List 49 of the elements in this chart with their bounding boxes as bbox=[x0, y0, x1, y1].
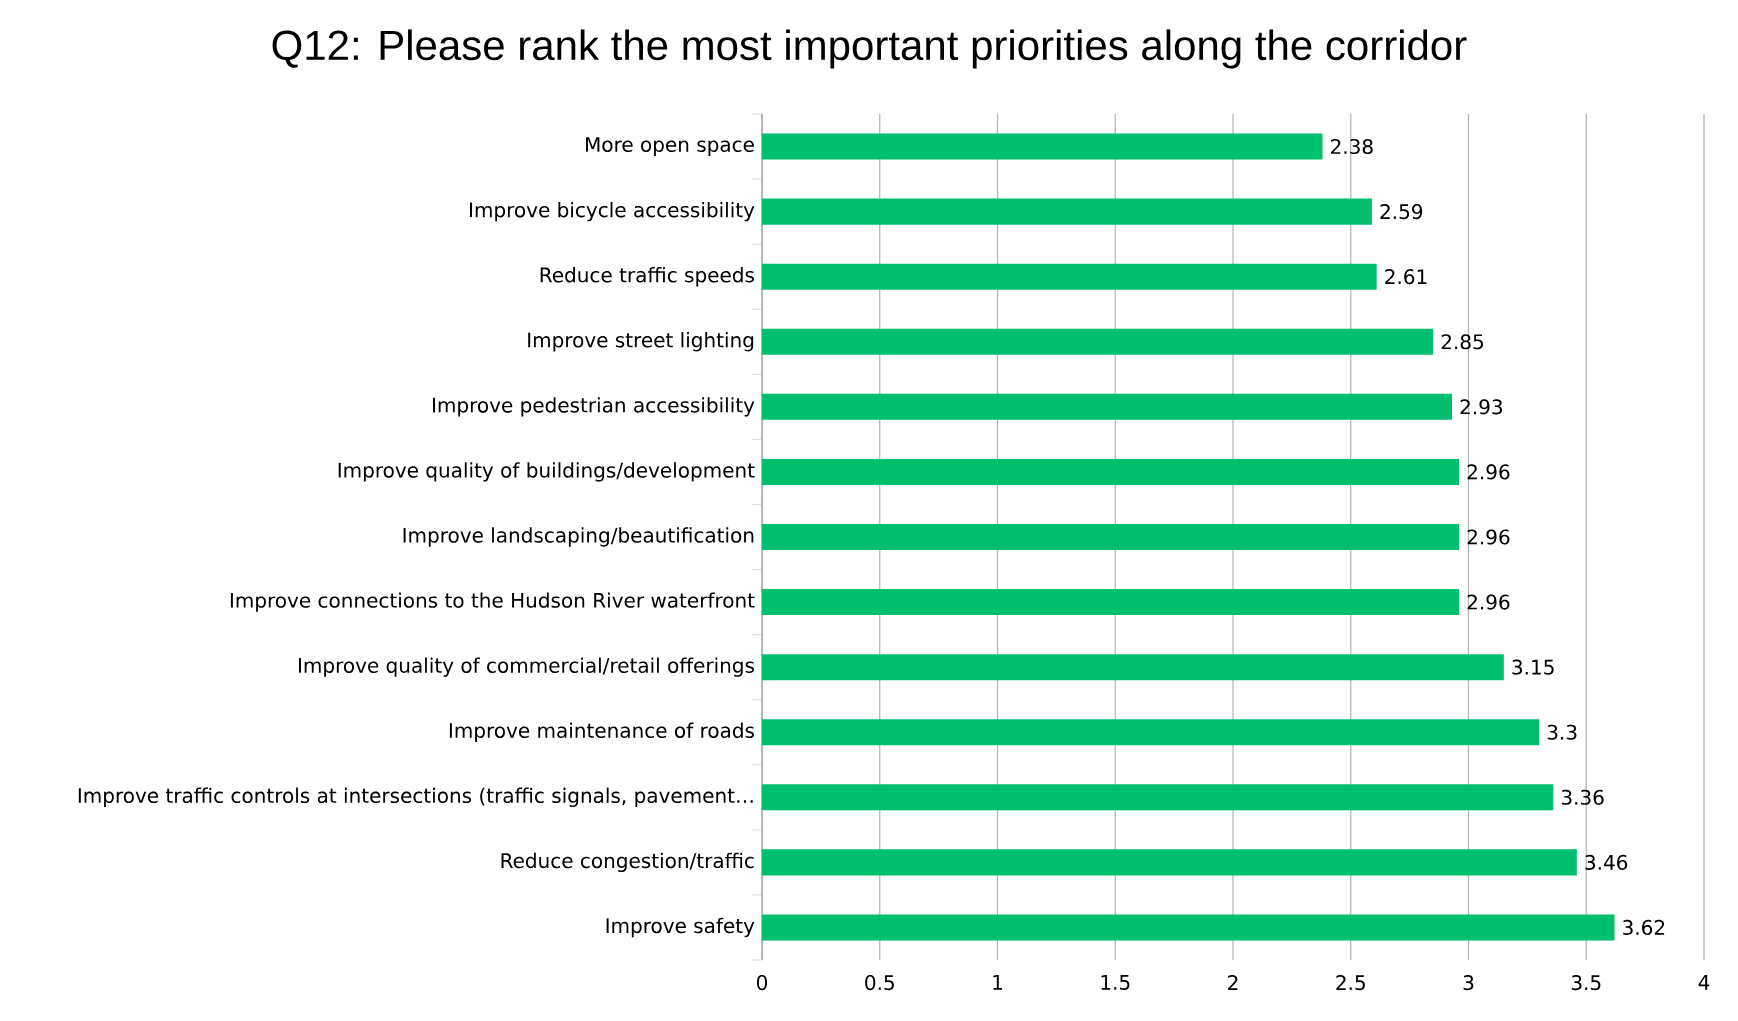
x-tick-label: 2.5 bbox=[1336, 975, 1365, 991]
data-label: 3.36 bbox=[1561, 789, 1604, 805]
bar bbox=[762, 133, 1323, 160]
y-tick-label: Improve street lighting bbox=[528, 332, 754, 352]
x-tick-label: 3 bbox=[1463, 975, 1474, 991]
data-label: 3.15 bbox=[1512, 659, 1554, 675]
bar bbox=[762, 263, 1377, 290]
bar bbox=[762, 914, 1615, 941]
bar bbox=[762, 328, 1434, 355]
bar bbox=[762, 589, 1460, 616]
y-tick-label: Improve quality of commercial/retail offerings bbox=[298, 657, 754, 677]
data-label: 2.96 bbox=[1467, 594, 1510, 610]
y-tick-label: Reduce congestion/traffic bbox=[501, 852, 754, 873]
x-tick-label: 0.5 bbox=[865, 975, 894, 991]
y-tick-label: Improve quality of buildings/development bbox=[338, 462, 755, 482]
x-tick-label: 1.5 bbox=[1101, 975, 1130, 990]
data-label: 2.38 bbox=[1331, 138, 1373, 155]
bar bbox=[762, 458, 1460, 485]
y-tick-label: Improve connections to the Hudson River waterfront bbox=[230, 592, 755, 612]
x-tick-label: 0 bbox=[756, 975, 768, 991]
bar bbox=[762, 784, 1554, 811]
y-tick-label: Improve traffic controls at intersections (traffic signals, pavement… bbox=[78, 787, 753, 807]
data-label: 2.96 bbox=[1467, 529, 1510, 545]
y-tick-label: More open space bbox=[586, 137, 754, 156]
y-tick-label: Improve pedestrian accessibility bbox=[433, 397, 755, 417]
data-label: 2.93 bbox=[1460, 399, 1503, 415]
data-label: 2.59 bbox=[1380, 204, 1423, 220]
bar bbox=[762, 198, 1372, 225]
x-tick-label: 2 bbox=[1228, 975, 1238, 990]
y-tick-label: Reduce traffic speeds bbox=[540, 266, 754, 287]
data-label: 3.3 bbox=[1547, 724, 1577, 740]
y-tick-label: Improve landscaping/beautification bbox=[403, 527, 754, 547]
bar bbox=[762, 523, 1460, 551]
data-label: 2.96 bbox=[1467, 464, 1510, 480]
x-tick-label: 1 bbox=[993, 975, 1003, 990]
bar bbox=[762, 719, 1540, 746]
data-label: 3.46 bbox=[1585, 854, 1628, 870]
chart-title: Q12: Please rank the most important priorities along the corridor bbox=[272, 29, 1467, 69]
y-tick-label: Improve bicycle accessibility bbox=[470, 201, 755, 222]
x-tick-label: 3.5 bbox=[1571, 975, 1601, 991]
bar bbox=[762, 654, 1504, 681]
y-tick-label: Improve safety bbox=[606, 917, 755, 938]
y-tick-label: Improve maintenance of roads bbox=[449, 722, 754, 742]
bar bbox=[762, 849, 1577, 876]
data-label: 2.85 bbox=[1441, 334, 1484, 350]
data-label: 2.61 bbox=[1385, 269, 1427, 285]
data-label: 3.62 bbox=[1623, 919, 1665, 936]
bar bbox=[762, 393, 1453, 420]
x-tick-label: 4 bbox=[1698, 975, 1710, 990]
